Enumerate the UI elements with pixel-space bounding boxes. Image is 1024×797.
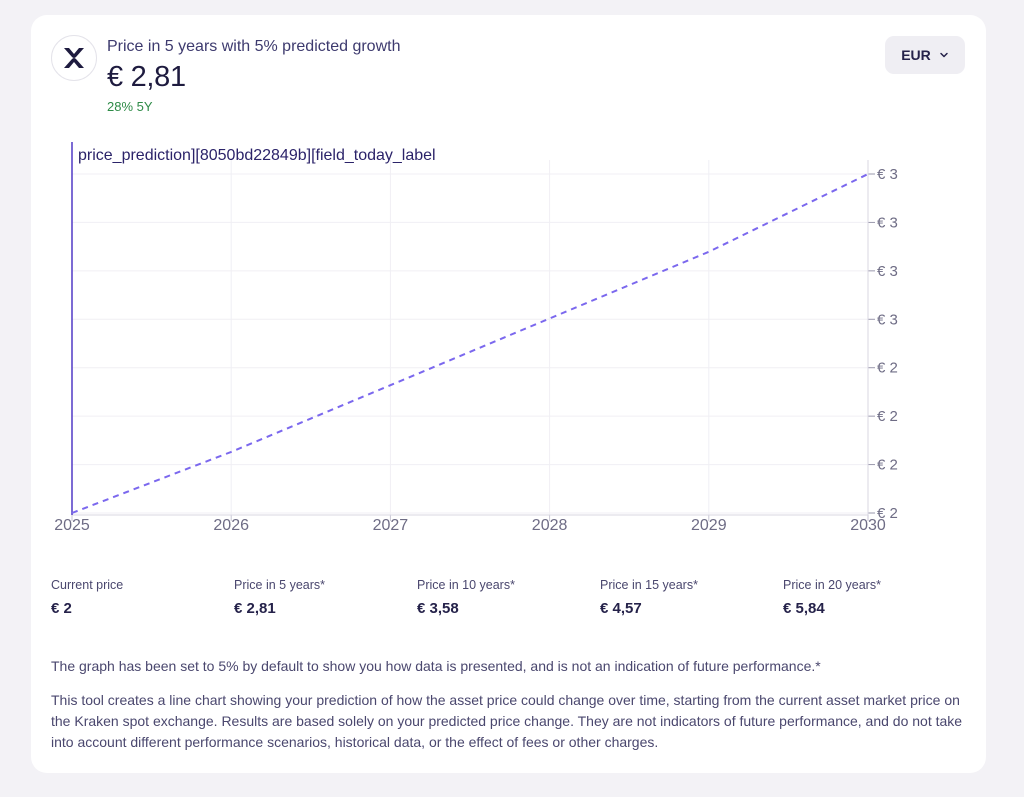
tool-description: This tool creates a line chart showing y… [51,692,963,750]
xrp-icon [51,35,97,81]
x-tick-label: 2028 [532,517,568,534]
stat-price-20-years: Price in 20 years* € 5,84 [783,578,881,617]
y-tick-label: € 2 [877,360,898,377]
stat-price-15-years: Price in 15 years* € 4,57 [600,578,698,617]
y-tick-label: € 2 [877,457,898,474]
price-change-badge: 28% 5Y [107,99,153,114]
currency-value: EUR [901,47,931,63]
y-tick-label: € 3 [877,166,898,183]
chevron-down-icon [940,52,948,58]
today-label: price_prediction][8050bd22849b][field_to… [78,147,436,164]
stat-value: € 2 [51,600,72,617]
x-tick-label: 2025 [54,517,90,534]
y-tick-label: € 3 [877,311,898,328]
disclaimer-text: The graph has been set to 5% by default … [51,658,821,674]
stat-value: € 4,57 [600,600,642,617]
x-tick-label: 2026 [213,517,249,534]
y-tick-label: € 3 [877,214,898,231]
stat-current-price: Current price € 2 [51,578,123,617]
x-tick-label: 2027 [373,517,409,534]
x-tick-label: 2030 [850,517,886,534]
stat-label: Price in 5 years* [234,578,326,592]
stat-label: Price in 10 years* [417,578,515,592]
stat-price-10-years: Price in 10 years* € 3,58 [417,578,515,617]
stat-label: Current price [51,578,124,592]
stat-value: € 5,84 [783,600,825,617]
x-tick-label: 2029 [691,517,727,534]
stat-value: € 3,58 [417,600,459,617]
currency-select[interactable]: EUR [885,36,965,74]
prediction-title: Price in 5 years with 5% predicted growt… [107,38,401,55]
y-tick-label: € 2 [877,408,898,425]
prediction-line [71,173,869,514]
stat-value: € 2,81 [234,600,276,617]
stat-label: Price in 15 years* [600,578,698,592]
stat-label: Price in 20 years* [783,578,881,592]
price-stats: Current price € 2 Price in 5 years* € 2,… [51,578,966,622]
price-prediction-chart: € 2 € 2 € 2 € 2 € 3 € 3 € 3 € 3 2025 2026 2027 2028… [54,142,898,534]
y-tick-label: € 3 [877,263,898,280]
y-tick-label: € 2 [877,505,898,522]
predicted-price: € 2,81 [107,61,186,93]
stat-price-5-years: Price in 5 years* € 2,81 [234,578,325,617]
price-prediction-card: Price in 5 years with 5% predicted growt… [31,15,986,773]
